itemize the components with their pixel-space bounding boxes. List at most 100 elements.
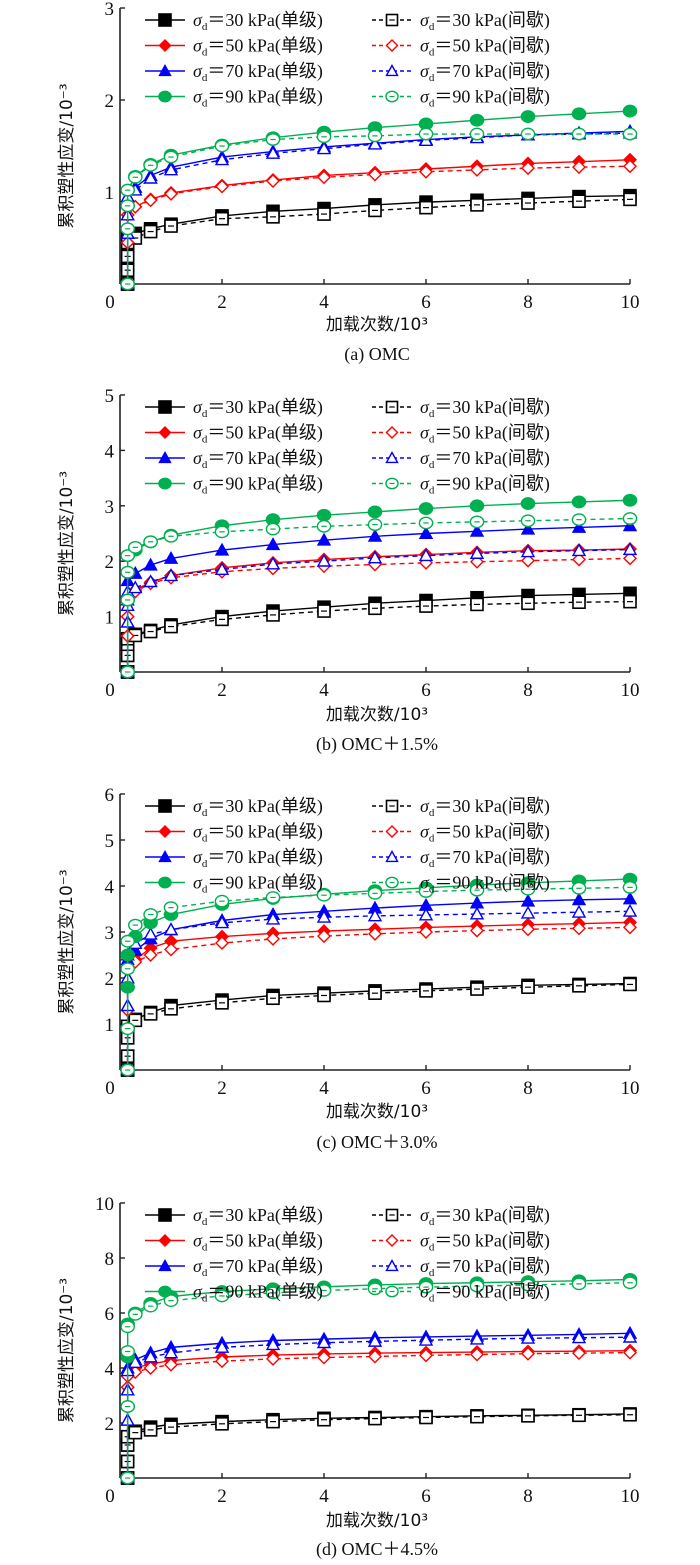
data-point (316, 141, 332, 155)
legend-label: σd＝30 kPa(间歇) (420, 796, 550, 819)
legend-marker (385, 1234, 399, 1247)
data-point (469, 546, 485, 559)
legend-label: σd＝30 kPa(单级) (193, 10, 323, 33)
data-point (316, 1335, 332, 1349)
x-tick-label: 8 (523, 1078, 533, 1099)
chart-panel-d: 2 4 6 8 10 0 2 4 6 8 10 加载次数/10³ 累积塑性应变/10⁻³ (d) OMC＋… (57, 1194, 640, 1560)
data-point (266, 173, 280, 188)
legend-label: σd＝70 kPa(间歇) (420, 847, 550, 870)
legend-item: σd＝30 kPa(间歇) (372, 397, 550, 420)
series-1 (120, 192, 637, 291)
data-point (469, 523, 485, 537)
x-tick-label: 0 (105, 1486, 115, 1507)
data-point (143, 574, 158, 588)
legend-item: σd＝30 kPa(单级) (145, 10, 323, 33)
legend-label: σd＝50 kPa(单级) (193, 423, 323, 446)
legend-marker (158, 477, 172, 490)
legend: σd＝30 kPa(单级) σd＝30 kPa(间歇)σd＝50 kPa(单级) σ… (145, 10, 550, 110)
data-point (470, 923, 484, 938)
series-7 (120, 880, 638, 1077)
data-point (317, 929, 331, 944)
legend-marker (385, 1259, 399, 1272)
chart-caption: (b) OMC＋1.5% (316, 734, 438, 755)
chart-panel-a: 1 2 3 0 2 4 6 8 10 加载次数/10³ 累积塑性应变/10⁻³ (a) OMC σd＝3… (57, 0, 640, 365)
x-tick-label: 6 (421, 680, 431, 701)
data-point (520, 497, 536, 510)
data-point (265, 145, 281, 159)
x-axis-label: 加载次数/10³ (326, 705, 428, 725)
legend-item: σd＝30 kPa(间歇) (372, 796, 550, 819)
legend-item: σd＝30 kPa(间歇) (372, 1205, 550, 1228)
data-point (265, 556, 281, 570)
series-line (126, 1336, 631, 1478)
y-tick-label: 3 (105, 497, 115, 518)
series-line (126, 557, 631, 672)
chart-panel-c: 1 2 3 4 5 6 0 2 4 6 8 10 加载次数/10³ 累积塑性应变/10⁻³ (c) OMC＋… (57, 785, 640, 1153)
data-point (571, 1330, 587, 1344)
x-tick-label: 4 (319, 680, 329, 701)
legend-label: σd＝50 kPa(单级) (193, 822, 323, 845)
data-point (164, 942, 178, 957)
data-point (143, 948, 158, 962)
y-axis-label: 累积塑性应变/10⁻³ (57, 471, 77, 616)
legend-item: σd＝50 kPa(间歇) (372, 36, 550, 59)
legend-item: σd＝50 kPa(单级) (145, 822, 323, 845)
legend-label: σd＝70 kPa(单级) (193, 61, 323, 84)
data-point (367, 1333, 383, 1347)
legend-item: σd＝70 kPa(单级) (145, 448, 323, 471)
series-7 (120, 512, 638, 679)
legend-item: σd＝90 kPa(单级) (145, 873, 323, 896)
x-tick-label: 2 (217, 680, 227, 701)
data-point (469, 113, 485, 127)
data-point (266, 931, 280, 946)
legend-marker (158, 39, 172, 52)
y-tick-label: 3 (105, 0, 115, 20)
data-point (572, 552, 586, 567)
data-point (572, 921, 586, 936)
x-tick-label: 8 (523, 292, 533, 313)
legend-item: σd＝90 kPa(间歇) (372, 87, 550, 110)
data-point (215, 936, 229, 951)
legend-item: σd＝50 kPa(间歇) (372, 1231, 550, 1254)
data-point (622, 542, 638, 556)
x-tick-label: 4 (319, 1486, 329, 1507)
legend-label: σd＝90 kPa(单级) (193, 87, 323, 110)
data-point (214, 542, 230, 556)
data-point (163, 162, 179, 176)
data-point (317, 170, 331, 185)
legend-label: σd＝30 kPa(间歇) (420, 397, 550, 420)
y-tick-label: 4 (105, 1359, 115, 1380)
data-point (572, 1346, 586, 1361)
legend-item: σd＝50 kPa(间歇) (372, 822, 550, 845)
data-point (571, 543, 587, 557)
x-tick-label: 10 (621, 1486, 640, 1507)
data-point (163, 568, 179, 582)
data-point (520, 905, 536, 919)
series-1 (120, 977, 637, 1077)
legend-marker (385, 825, 399, 838)
data-point (521, 553, 535, 568)
data-point (265, 537, 281, 551)
legend-label: σd＝70 kPa(单级) (193, 448, 323, 471)
data-point (128, 580, 143, 594)
legend-marker (158, 1234, 172, 1247)
chart-panel-b: 1 2 3 4 5 0 2 4 6 8 10 加载次数/10³ 累积塑性应变/10⁻³ (b) OMC＋1… (57, 386, 640, 755)
series-line (126, 886, 631, 1070)
data-point (520, 1330, 536, 1344)
series-line (126, 517, 631, 672)
data-point (470, 162, 484, 177)
series-line (126, 132, 631, 284)
x-tick-label: 10 (621, 1078, 640, 1099)
legend-marker (158, 451, 172, 464)
data-point (164, 186, 178, 201)
y-tick-label: 3 (105, 923, 115, 944)
data-point (368, 167, 382, 182)
data-point (521, 1346, 535, 1361)
data-point (418, 1332, 434, 1346)
legend: σd＝30 kPa(单级) σd＝30 kPa(间歇)σd＝50 kPa(单级) σ… (145, 1205, 550, 1305)
data-point (265, 911, 281, 925)
series-line (126, 1351, 631, 1478)
data-point (316, 508, 332, 522)
legend-label: σd＝70 kPa(单级) (193, 1256, 323, 1279)
